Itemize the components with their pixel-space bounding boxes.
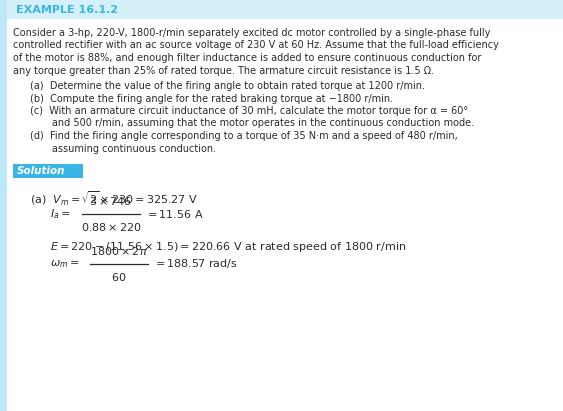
- Text: assuming continuous conduction.: assuming continuous conduction.: [30, 143, 216, 153]
- Bar: [7, 0, 563, 19]
- Text: EXAMPLE 16.1.2: EXAMPLE 16.1.2: [16, 5, 118, 15]
- Text: $60$: $60$: [111, 271, 127, 283]
- Text: and 500 r/min, assuming that the motor operates in the continuous conduction mod: and 500 r/min, assuming that the motor o…: [30, 118, 474, 129]
- Text: any torque greater than 25% of rated torque. The armature circuit resistance is : any torque greater than 25% of rated tor…: [13, 65, 434, 76]
- Text: $0.88 \times 220$: $0.88 \times 220$: [81, 221, 141, 233]
- Text: $= 188.57$ rad/s: $= 188.57$ rad/s: [153, 258, 238, 270]
- Text: $E = 220 - (11.56 \times 1.5) = 220.66$ V at rated speed of 1800 r/min: $E = 220 - (11.56 \times 1.5) = 220.66$ …: [50, 240, 406, 254]
- Text: Consider a 3-hp, 220-V, 1800-r/min separately excited dc motor controlled by a s: Consider a 3-hp, 220-V, 1800-r/min separ…: [13, 28, 490, 38]
- Text: controlled rectifier with an ac source voltage of 230 V at 60 Hz. Assume that th: controlled rectifier with an ac source v…: [13, 41, 499, 51]
- Text: (a)  Determine the value of the firing angle to obtain rated torque at 1200 r/mi: (a) Determine the value of the firing an…: [30, 81, 425, 91]
- Text: $3 \times 746$: $3 \times 746$: [90, 195, 133, 207]
- Text: $I_a =$: $I_a =$: [50, 207, 71, 221]
- Text: of the motor is 88%, and enough filter inductance is added to ensure continuous : of the motor is 88%, and enough filter i…: [13, 53, 481, 63]
- Bar: [13, 164, 83, 178]
- Bar: [0, 0, 7, 411]
- Text: (a)  $V_m = \sqrt{2} \times 230 = 325.27$ V: (a) $V_m = \sqrt{2} \times 230 = 325.27$…: [30, 190, 198, 208]
- Text: Solution: Solution: [17, 166, 65, 176]
- Text: (b)  Compute the firing angle for the rated braking torque at −1800 r/min.: (b) Compute the firing angle for the rat…: [30, 93, 393, 104]
- Text: (d)  Find the firing angle corresponding to a torque of 35 N·m and a speed of 48: (d) Find the firing angle corresponding …: [30, 131, 458, 141]
- Text: $1800 \times 2\pi$: $1800 \times 2\pi$: [90, 245, 148, 257]
- Text: $\omega_m =$: $\omega_m =$: [50, 258, 79, 270]
- Text: (c)  With an armature circuit inductance of 30 mH, calculate the motor torque fo: (c) With an armature circuit inductance …: [30, 106, 468, 116]
- Text: $= 11.56$ A: $= 11.56$ A: [145, 208, 204, 220]
